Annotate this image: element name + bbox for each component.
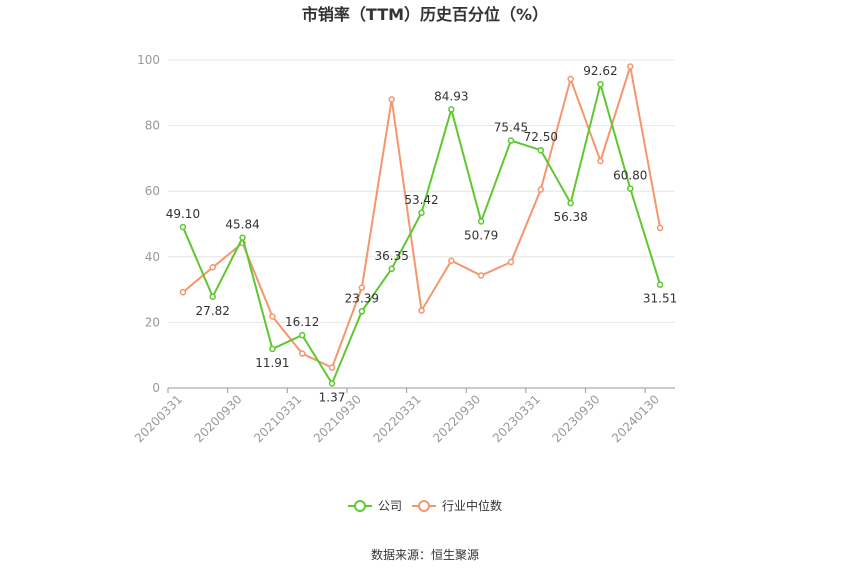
y-tick-label: 80	[145, 119, 160, 133]
data-point	[179, 223, 187, 231]
data-point	[507, 137, 515, 144]
data-point	[209, 293, 216, 301]
y-tick-label: 100	[137, 53, 160, 67]
series-line	[181, 80, 662, 386]
grid	[168, 59, 675, 323]
data-point	[567, 199, 574, 207]
data-label: 23.39	[345, 291, 379, 305]
y-tick-label: 0	[152, 381, 160, 395]
data-label: 56.38	[553, 210, 587, 224]
data-point	[418, 307, 425, 314]
x-tick-label: 20200331	[132, 392, 185, 445]
legend-marker	[418, 500, 430, 512]
data-point	[656, 281, 664, 288]
data-point	[328, 380, 336, 387]
x-tick-label: 20230930	[549, 392, 602, 445]
data-point	[597, 80, 604, 88]
data-label: 27.82	[196, 304, 230, 318]
data-label: 1.37	[319, 391, 346, 405]
data-point	[477, 272, 485, 279]
legend-label: 行业中位数	[442, 498, 502, 513]
data-label: 50.79	[464, 228, 498, 242]
data-point	[209, 264, 216, 271]
data-point	[656, 224, 664, 232]
data-label: 31.51	[643, 292, 677, 306]
data-label: 92.62	[583, 64, 617, 78]
data-label: 53.42	[404, 193, 438, 207]
series-lines	[179, 63, 664, 387]
y-tick-label: 40	[145, 250, 160, 264]
data-label: 49.10	[166, 207, 200, 221]
legend-marker	[354, 500, 366, 512]
data-point	[597, 157, 604, 165]
data-point	[448, 106, 455, 113]
data-point	[507, 258, 515, 266]
x-tick-label: 20200930	[192, 392, 245, 445]
data-point	[477, 218, 485, 225]
y-axis: 0 20 40 60 80 100	[137, 53, 160, 395]
data-point	[388, 265, 395, 273]
data-label: 16.12	[285, 315, 319, 329]
source-note: 数据来源：恒生聚源	[371, 547, 479, 562]
data-point	[269, 345, 276, 353]
data-label: 11.91	[255, 356, 289, 370]
data-labels: 49.10 27.82 45.84 11.91 16.12 1.37 23.39 36.35 5…	[166, 64, 678, 404]
data-point	[388, 96, 395, 103]
data-point	[328, 364, 336, 371]
data-point	[537, 186, 545, 193]
x-tick-label: 20240130	[609, 392, 662, 445]
data-point	[418, 209, 425, 217]
x-tick-label: 20230331	[490, 392, 543, 445]
data-point	[567, 75, 574, 83]
x-tick-label: 20210331	[251, 392, 304, 445]
x-tick-label: 20220930	[430, 392, 483, 445]
data-point	[448, 257, 455, 264]
y-tick-label: 20	[145, 315, 160, 329]
data-point	[358, 308, 366, 315]
legend-item[interactable]: 行业中位数	[412, 498, 502, 513]
data-label: 36.35	[374, 249, 408, 263]
x-tick-label: 20220331	[371, 392, 424, 445]
legend-label: 公司	[378, 499, 402, 513]
data-label: 84.93	[434, 89, 468, 103]
data-point	[627, 185, 634, 192]
legend[interactable]: 公司 行业中位数	[348, 498, 502, 513]
data-point	[179, 288, 187, 296]
data-label: 72.50	[524, 130, 558, 144]
chart-title: 市销率（TTM）历史百分位（%）	[302, 5, 548, 24]
data-label: 60.80	[613, 169, 647, 183]
data-point	[537, 146, 545, 154]
x-axis: 20200331 20200930 20210331 20210930 20220331…	[132, 387, 675, 445]
data-label: 75.45	[494, 121, 528, 135]
data-point	[298, 350, 306, 357]
legend-item[interactable]: 公司	[348, 499, 402, 513]
data-point	[239, 234, 246, 241]
data-label: 45.84	[225, 218, 259, 232]
data-point	[627, 63, 634, 70]
y-tick-label: 60	[145, 184, 160, 198]
data-point	[358, 284, 366, 291]
data-point	[298, 331, 306, 339]
data-point	[269, 313, 276, 320]
